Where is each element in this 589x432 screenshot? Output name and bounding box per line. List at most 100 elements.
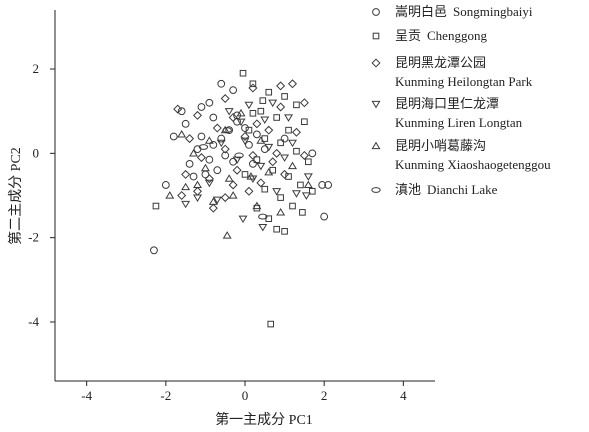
y-tick-label: 0 [33,145,40,160]
data-points [150,69,333,328]
data-point-diamond [276,81,286,91]
data-point-diamond [228,112,238,123]
data-point-triangle-down [284,114,294,122]
data-point-triangle-down [204,179,214,188]
legend-entry: 滇池 Dianchi Lake [371,182,498,197]
data-point-circle [225,126,234,135]
data-point-circle [252,130,261,139]
data-point-triangle-down [260,116,270,124]
legend-label-zh: 昆明黑龙潭公园 [395,55,486,70]
data-point-circle [213,166,222,175]
series-triangle-up [165,108,313,239]
data-point-diamond [204,174,214,184]
data-point-square [289,202,296,210]
legend-label-zh: 昆明海口里仁龙潭 [395,96,499,111]
series-ellipse [198,127,268,220]
legend-label-zh: 昆明小哨葛藤沟 [395,138,486,153]
data-point-triangle-down [240,137,250,146]
data-point-square [285,126,292,134]
data-point-diamond [287,79,298,89]
data-point-diamond [192,110,203,120]
data-point-circle [189,172,198,181]
data-point-diamond [252,119,262,129]
plot-area [54,10,435,382]
series-triangle-down [181,99,313,232]
data-point-triangle-down [212,196,222,205]
data-point-square [293,101,300,109]
data-point-circle [318,181,327,189]
data-point-square [245,126,253,134]
data-point-circle [229,86,238,95]
legend-label-zh: 呈贡 [395,28,421,43]
data-point-ellipse [222,127,232,134]
data-point-triangle-up [222,231,232,239]
legend-marker-square [372,32,380,40]
data-point-diamond [248,150,258,160]
data-point-ellipse [198,144,209,150]
legend-label-en: Kunming Heilongtan Park [395,74,533,89]
data-point-triangle-down [303,173,313,181]
legend-label-en: Songmingbaiyi [453,4,533,19]
x-tick-label: 4 [400,388,407,403]
data-point-triangle-up [189,148,199,157]
data-point-square [249,109,257,117]
data-point-diamond [264,125,274,135]
legend-marker-ellipse [371,187,381,193]
x-tick-label: 0 [242,388,249,403]
data-point-ellipse [258,213,268,220]
data-point-circle [320,212,329,221]
data-point-triangle-up [224,174,234,182]
data-point-diamond [244,186,254,196]
data-point-triangle-up [208,197,218,205]
legend-label-en: Kunming Xiaoshaogetenggou [395,157,551,172]
data-point-circle [197,132,206,141]
data-point-circle [229,157,238,166]
data-point-circle [308,149,317,158]
data-point-triangle-down [224,108,234,116]
data-point-square [265,88,273,96]
data-point-triangle-up [193,180,202,189]
data-point-circle [324,181,333,189]
legend-label-zh: 嵩明白邑 [395,4,447,19]
x-tick-label: 2 [321,388,328,403]
data-point-square [277,194,284,201]
data-point-square [261,185,269,193]
data-point-circle [245,141,253,149]
data-point-diamond [212,123,222,133]
data-point-diamond [299,98,309,108]
data-point-circle [177,107,186,116]
legend-label-zh: 滇池 [395,182,421,197]
data-point-triangle-up [256,136,266,144]
y-tick-label: -2 [28,230,39,245]
legend-label-en: Chenggong [427,28,487,43]
data-point-diamond [268,157,278,167]
data-point-diamond [276,102,286,112]
data-point-triangle-down [238,215,248,224]
data-point-triangle-up [252,201,262,210]
data-point-circle [221,151,230,160]
series-diamond [173,79,309,213]
data-point-triangle-up [228,191,238,199]
x-tick-label: -2 [160,388,171,403]
data-point-diamond [280,169,290,179]
data-point-diamond [192,186,203,196]
data-point-square [301,118,308,126]
data-point-triangle-up [288,161,297,170]
data-point-triangle-down [280,154,290,162]
data-point-triangle-down [291,190,301,198]
x-axis-label: 第一主成分 PC1 [215,411,313,428]
x-axis-ticks: -4 -2 0 2 4 [81,381,407,403]
data-point-triangle-down [256,162,266,171]
data-point-diamond [177,190,187,201]
data-point-square [253,156,261,163]
data-point-diamond [196,153,206,163]
y-tick-label: 2 [33,61,40,76]
data-point-square [305,158,312,166]
data-point-square [249,80,257,88]
data-point-triangle-down [216,139,226,148]
data-point-square [273,114,280,121]
data-point-diamond [173,104,183,114]
data-point-triangle-up [200,163,210,172]
legend-entry: 昆明海口里仁龙潭 Kunming Liren Longtan [371,96,523,130]
data-point-circle [150,246,158,255]
